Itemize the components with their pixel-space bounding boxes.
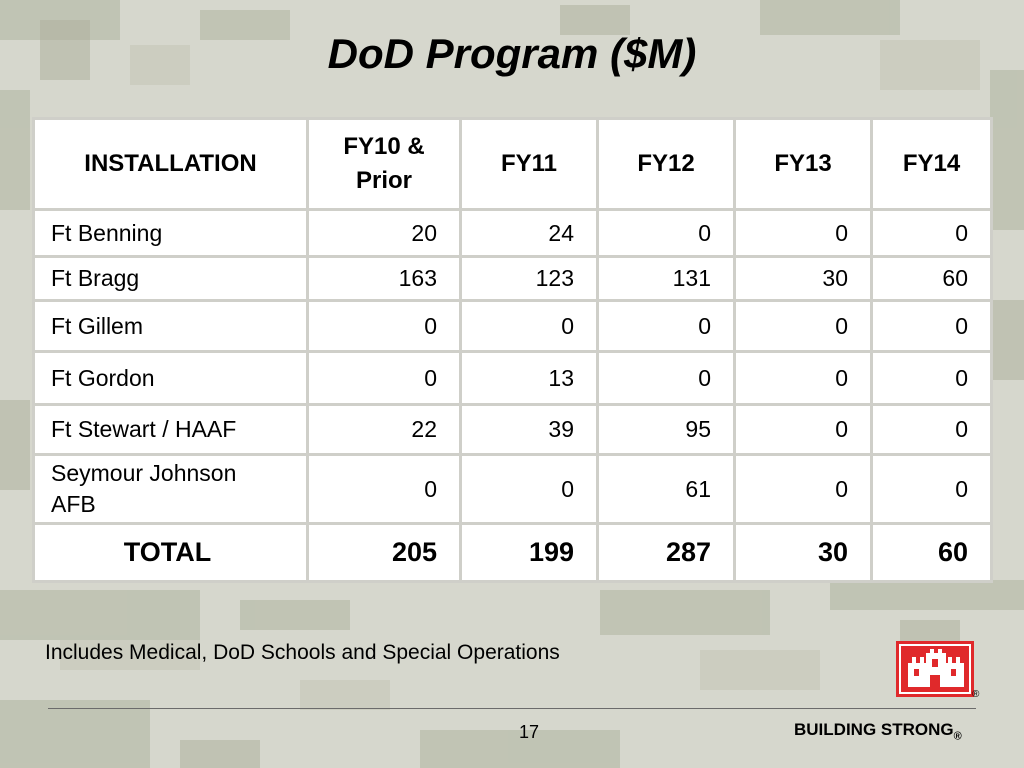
- total-value-cell: 205: [306, 522, 462, 583]
- total-label: TOTAL: [32, 522, 309, 583]
- castle-icon: [896, 641, 974, 697]
- column-header-fy10-prior: FY10 & Prior: [306, 117, 462, 211]
- column-header-fy12: FY12: [596, 117, 736, 211]
- table-row: Seymour Johnson AFB 0 0 61 0 0: [32, 453, 993, 525]
- table-header-row: INSTALLATION FY10 & Prior FY11 FY12 FY13…: [32, 117, 993, 211]
- table-row: Ft Gordon 0 13 0 0 0: [32, 350, 993, 406]
- value-cell: 123: [459, 255, 599, 302]
- value-cell: 163: [306, 255, 462, 302]
- total-value-cell: 199: [459, 522, 599, 583]
- table-row: Ft Stewart / HAAF 22 39 95 0 0: [32, 403, 993, 456]
- value-cell: 0: [870, 403, 993, 456]
- value-cell: 0: [733, 453, 873, 525]
- footer-brand-text: BUILDING STRONG: [794, 720, 954, 739]
- value-cell: 22: [306, 403, 462, 456]
- value-cell: 95: [596, 403, 736, 456]
- installation-cell: Ft Bragg: [32, 255, 309, 302]
- table-row: Ft Bragg 163 123 131 30 60: [32, 255, 993, 302]
- column-header-fy11: FY11: [459, 117, 599, 211]
- value-cell: 0: [870, 299, 993, 353]
- total-value-cell: 30: [733, 522, 873, 583]
- value-cell: 24: [459, 208, 599, 258]
- table-row: Ft Benning 20 24 0 0 0: [32, 208, 993, 258]
- value-cell: 39: [459, 403, 599, 456]
- value-cell: 0: [459, 299, 599, 353]
- installation-cell: Ft Gillem: [32, 299, 309, 353]
- value-cell: 30: [733, 255, 873, 302]
- installation-cell: Ft Stewart / HAAF: [32, 403, 309, 456]
- column-header-fy14: FY14: [870, 117, 993, 211]
- footer-brand-registered-mark: ®: [953, 730, 962, 743]
- value-cell: 13: [459, 350, 599, 406]
- total-value-cell: 287: [596, 522, 736, 583]
- value-cell: 0: [306, 299, 462, 353]
- value-cell: 0: [596, 299, 736, 353]
- footnote: Includes Medical, DoD Schools and Specia…: [45, 641, 560, 664]
- footer-divider: [48, 708, 976, 709]
- footer-brand: BUILDING STRONG®: [794, 720, 962, 742]
- installation-cell: Seymour Johnson AFB: [32, 453, 309, 525]
- value-cell: 0: [733, 350, 873, 406]
- program-table: INSTALLATION FY10 & Prior FY11 FY12 FY13…: [32, 117, 993, 583]
- column-header-installation: INSTALLATION: [32, 117, 309, 211]
- value-cell: 0: [596, 350, 736, 406]
- value-cell: 61: [596, 453, 736, 525]
- value-cell: 0: [596, 208, 736, 258]
- total-value-cell: 60: [870, 522, 993, 583]
- value-cell: 0: [733, 299, 873, 353]
- value-cell: 20: [306, 208, 462, 258]
- installation-cell: Ft Gordon: [32, 350, 309, 406]
- slide-title: DoD Program ($M): [327, 30, 697, 77]
- page-number: 17: [518, 722, 540, 742]
- program-table-container: INSTALLATION FY10 & Prior FY11 FY12 FY13…: [32, 117, 993, 583]
- value-cell: 60: [870, 255, 993, 302]
- value-cell: 0: [733, 403, 873, 456]
- table-row: Ft Gillem 0 0 0 0 0: [32, 299, 993, 353]
- value-cell: 0: [306, 350, 462, 406]
- total-row: TOTAL 205 199 287 30 60: [32, 522, 993, 583]
- value-cell: 0: [733, 208, 873, 258]
- logo-registered-mark: ®: [972, 689, 980, 700]
- value-cell: 0: [306, 453, 462, 525]
- installation-cell: Ft Benning: [32, 208, 309, 258]
- value-cell: 0: [870, 208, 993, 258]
- value-cell: 0: [870, 350, 993, 406]
- value-cell: 0: [870, 453, 993, 525]
- value-cell: 131: [596, 255, 736, 302]
- value-cell: 0: [459, 453, 599, 525]
- column-header-fy13: FY13: [733, 117, 873, 211]
